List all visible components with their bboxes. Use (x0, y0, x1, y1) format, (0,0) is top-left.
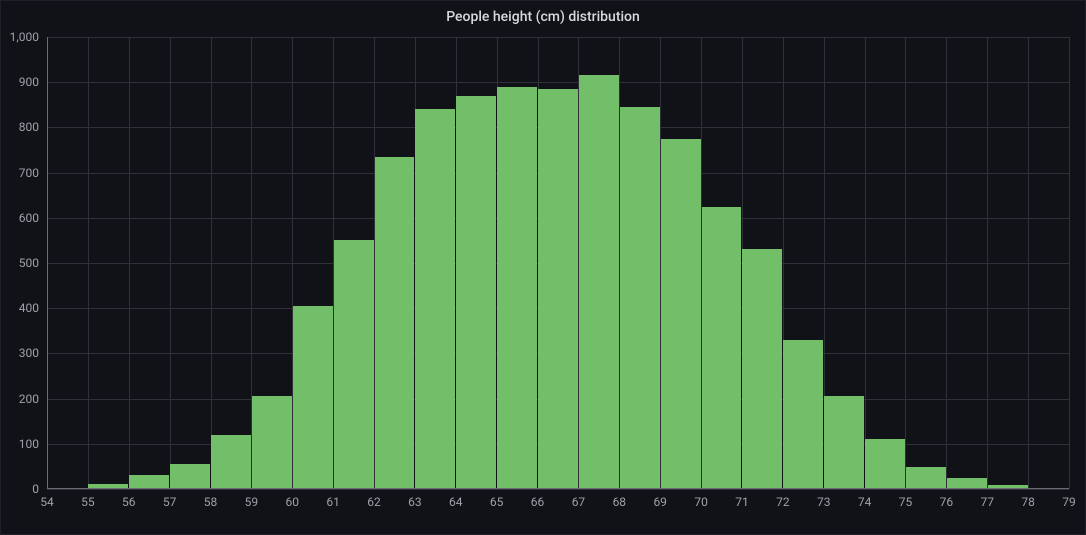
histogram-bar (129, 475, 169, 489)
histogram-bar (620, 107, 660, 489)
x-axis-line (47, 488, 1069, 489)
x-tick-label: 70 (694, 495, 708, 509)
x-tick-label: 65 (490, 495, 504, 509)
gridline-horizontal (47, 489, 1069, 490)
histogram-bar (252, 396, 292, 489)
chart-title: People height (cm) distribution (1, 1, 1085, 31)
histogram-bar (579, 75, 619, 489)
y-tick-label: 800 (19, 120, 39, 134)
x-tick-label: 66 (531, 495, 545, 509)
x-tick-label: 59 (245, 495, 259, 509)
x-tick-label: 73 (817, 495, 831, 509)
y-tick-label: 0 (32, 482, 39, 496)
x-tick-label: 54 (40, 495, 54, 509)
x-tick-label: 67 (572, 495, 586, 509)
histogram-bar (456, 96, 496, 489)
y-tick-label: 700 (19, 166, 39, 180)
y-axis-line (47, 37, 48, 489)
x-tick-label: 69 (653, 495, 667, 509)
y-tick-label: 100 (19, 437, 39, 451)
histogram-bar (170, 464, 210, 489)
histogram-bar (538, 89, 578, 489)
histogram-bar (497, 87, 537, 489)
y-tick-label: 600 (19, 211, 39, 225)
histogram-bar (824, 396, 864, 489)
histogram-bar (661, 139, 701, 489)
x-tick-label: 71 (735, 495, 749, 509)
y-tick-label: 1,000 (10, 30, 39, 44)
x-tick-label: 55 (81, 495, 95, 509)
x-tick-label: 75 (899, 495, 913, 509)
x-tick-label: 76 (940, 495, 954, 509)
x-tick-label: 79 (1062, 495, 1076, 509)
histogram-bar (783, 340, 823, 489)
x-tick-label: 57 (163, 495, 177, 509)
x-tick-label: 78 (1021, 495, 1035, 509)
x-tick-label: 61 (326, 495, 340, 509)
histogram-bars (47, 37, 1069, 489)
gridline-vertical (1069, 37, 1070, 489)
histogram-bar (865, 439, 905, 489)
histogram-bar (293, 306, 333, 489)
histogram-bar (415, 109, 455, 489)
histogram-bar (702, 207, 742, 490)
x-tick-label: 68 (613, 495, 627, 509)
x-tick-label: 63 (408, 495, 422, 509)
histogram-bar (742, 249, 782, 489)
chart-panel: People height (cm) distribution 01002003… (0, 0, 1086, 535)
x-tick-label: 62 (367, 495, 381, 509)
x-tick-label: 64 (449, 495, 463, 509)
x-tick-label: 77 (980, 495, 994, 509)
y-tick-label: 900 (19, 75, 39, 89)
y-tick-label: 400 (19, 301, 39, 315)
histogram-plot: 01002003004005006007008009001,0005455565… (47, 37, 1069, 489)
chart-plot-area: 01002003004005006007008009001,0005455565… (47, 37, 1069, 489)
x-tick-label: 60 (286, 495, 300, 509)
histogram-bar (906, 467, 946, 489)
histogram-bar (375, 157, 415, 489)
y-tick-label: 300 (19, 346, 39, 360)
y-tick-label: 200 (19, 392, 39, 406)
histogram-bar (211, 435, 251, 489)
y-tick-label: 500 (19, 256, 39, 270)
x-tick-label: 58 (204, 495, 218, 509)
x-tick-label: 56 (122, 495, 136, 509)
histogram-bar (334, 240, 374, 489)
x-tick-label: 72 (776, 495, 790, 509)
x-tick-label: 74 (858, 495, 872, 509)
